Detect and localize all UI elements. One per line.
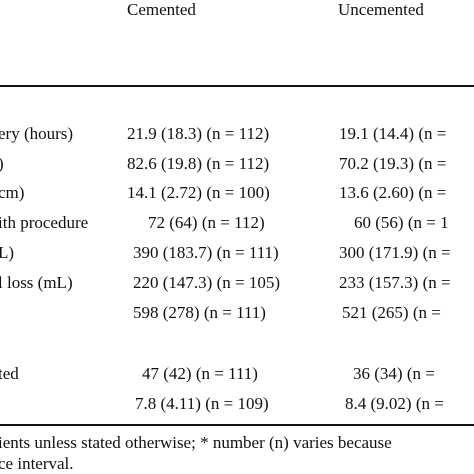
bottom-rule	[0, 424, 474, 426]
cell-cemented: 14.1 (2.72) (n = 100)	[127, 183, 270, 202]
cell-uncemented: 60 (56) (n = 1	[354, 213, 449, 232]
cell-uncemented: 19.1 (14.4) (n =	[339, 124, 447, 143]
column-header-cemented: Cemented	[127, 0, 196, 19]
cell-uncemented: 70.2 (19.3) (n =	[339, 154, 447, 173]
row-label: ery (hours)	[0, 124, 74, 143]
cell-uncemented: 13.6 (2.60) (n =	[339, 183, 447, 202]
cell-cemented: 47 (42) (n = 111)	[142, 364, 258, 383]
row-label: )	[0, 154, 4, 174]
cell-cemented: 72 (64) (n = 112)	[148, 213, 265, 232]
footnote-line-2: ce interval.	[0, 454, 74, 473]
cell-uncemented: 8.4 (9.02) (n =	[345, 394, 444, 413]
cell-uncemented: 300 (171.9) (n =	[339, 243, 451, 262]
row-label: l loss (mL)	[0, 273, 73, 292]
cell-cemented: 390 (183.7) (n = 111)	[133, 243, 279, 262]
cell-uncemented: 36 (34) (n =	[353, 364, 435, 383]
cell-cemented: 21.9 (18.3) (n = 112)	[127, 124, 270, 143]
cell-cemented: 220 (147.3) (n = 105)	[133, 273, 280, 292]
header-rule	[0, 85, 474, 87]
footnote-line-1: ients unless stated otherwise; * number …	[0, 433, 392, 452]
column-header-uncemented: Uncemented	[338, 0, 424, 19]
row-label: L)	[0, 243, 15, 262]
row-label: ith procedure	[0, 213, 89, 232]
cell-cemented: 7.8 (4.11) (n = 109)	[135, 394, 269, 413]
row-label: ted	[0, 364, 19, 383]
cell-uncemented: 233 (157.3) (n =	[339, 273, 451, 292]
cell-cemented: 82.6 (19.8) (n = 112)	[127, 154, 270, 173]
cell-cemented: 598 (278) (n = 111)	[133, 303, 266, 322]
row-label: cm)	[0, 183, 25, 202]
cell-uncemented: 521 (265) (n =	[342, 303, 441, 322]
